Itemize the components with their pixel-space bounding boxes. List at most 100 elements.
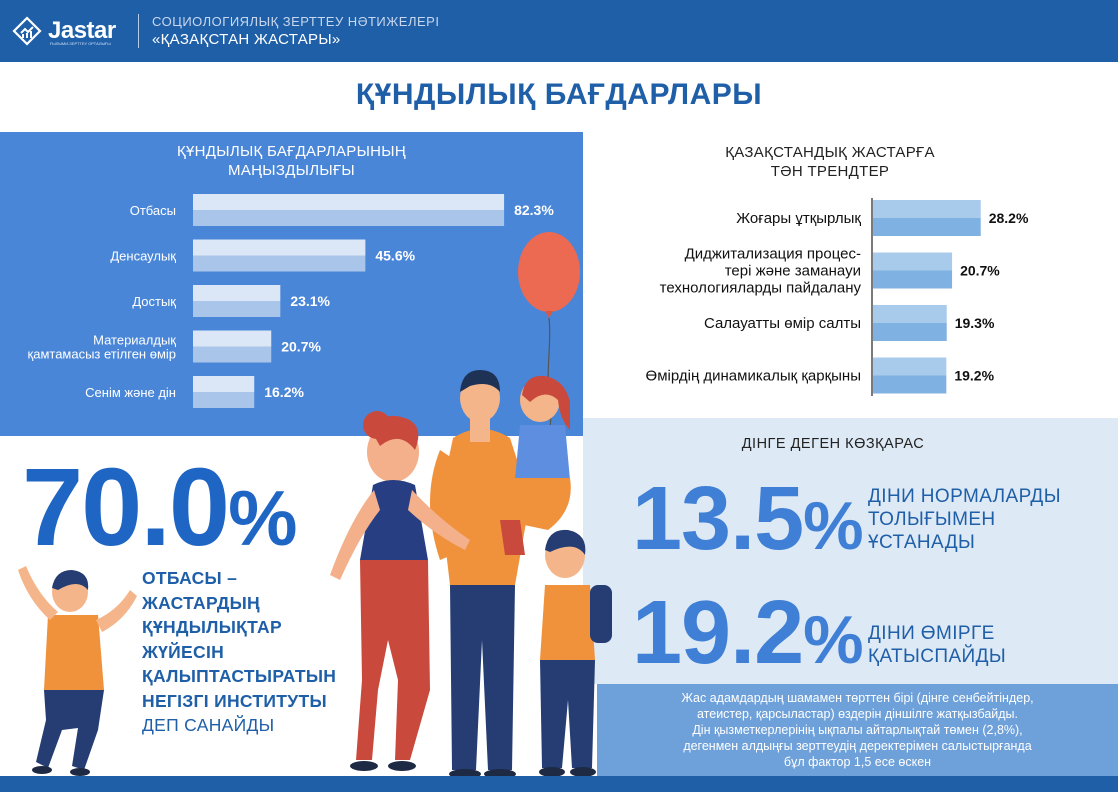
value-bar-label: 82.3% — [514, 202, 554, 218]
trend-bar-label: 19.3% — [955, 315, 995, 331]
value-bar-bottom — [193, 392, 255, 408]
header-subtitle: СОЦИОЛОГИЯЛЫҚ ЗЕРТТЕУ НӘТИЖЕЛЕРІ — [152, 14, 440, 29]
religion-stat2-label: ДІНИ ӨМІРГЕ ҚАТЫСПАЙДЫ — [868, 622, 1006, 668]
religion-stat1-label-line3: ҰСТАНАДЫ — [868, 532, 976, 553]
value-bar-label: 45.6% — [375, 248, 415, 264]
trend-category-label: Диджитализация процес- — [685, 246, 861, 263]
religion-stat1-value: 13.5% — [632, 474, 864, 571]
trend-category-label: технологияларды пайдалану — [660, 280, 862, 297]
religion-note-line2: атеистер, қарсыластар) өздерін діншілге … — [696, 707, 1018, 721]
trends-bar-chart: 28.2% Жоғары ұтқырлық 20.7% Диджитализация … — [646, 198, 1029, 396]
logo-text: Jastar — [48, 17, 116, 44]
religion-panel — [583, 418, 1118, 684]
religion-stat1-label-line2: ТОЛЫҒЫМЕН — [868, 509, 996, 530]
trend-category-label: Өмірдің динамикалық қарқыны — [646, 368, 861, 385]
values-panel-title-line2: МАҢЫЗДЫЛЫҒЫ — [228, 162, 355, 179]
mother-figure — [330, 411, 470, 771]
trends-panel-title: ҚАЗАҚСТАНДЫҚ ЖАСТАРҒА ТӘН ТРЕНДТЕР — [660, 143, 1000, 181]
value-bar-label: 16.2% — [264, 384, 304, 400]
trend-bar-1 — [873, 252, 953, 289]
values-bar-chart: 82.3% Отбасы 45.6% Денсаулық 23.1% Достық 20.7… — [28, 194, 554, 408]
religion-stat1-label: ДІНИ НОРМАЛАРДЫ ТОЛЫҒЫМЕН ҰСТАНАДЫ — [868, 485, 1061, 554]
value-category-label: Отбасы — [130, 203, 176, 218]
value-bar-top — [193, 194, 505, 210]
family-line3: ҚҰНДЫЛЫҚТАР — [142, 617, 282, 637]
value-bar-top — [193, 330, 272, 347]
value-category-label: Материалдық — [93, 333, 176, 348]
header-project-name: «ҚАЗАҚСТАН ЖАСТАРЫ» — [152, 31, 341, 48]
trend-bar-bottom — [873, 218, 981, 236]
values-panel-title: ҚҰНДЫЛЫҚ БАҒДАРЛАРЫНЫҢ МАҢЫЗДЫЛЫҒЫ — [0, 142, 583, 180]
trends-panel-title-line2: ТӘН ТРЕНДТЕР — [770, 163, 890, 180]
logo-subtext: ҒЫЛЫМИ-ЗЕРТТЕУ ОРТАЛЫҒЫ — [50, 41, 111, 46]
religion-stat2-label-line2: ҚАТЫСПАЙДЫ — [868, 646, 1007, 667]
trend-bar-label: 20.7% — [960, 263, 1000, 279]
religion-note-line1: Жас адамдардың шамамен төрттен бірі (дін… — [681, 691, 1034, 705]
value-bar-label: 20.7% — [281, 339, 321, 355]
family-stat-pct: % — [228, 474, 297, 562]
trend-bar-top — [873, 200, 981, 218]
religion-note-line4: дегенмен алдыңғы зерттеудің деректерімен… — [683, 739, 1032, 753]
trends-panel-title-line1: ҚАЗАҚСТАНДЫҚ ЖАСТАРҒА — [725, 144, 935, 161]
value-bar-top — [193, 239, 366, 256]
footer-bar — [0, 776, 1118, 792]
value-bar-0 — [193, 194, 505, 226]
family-statement: ОТБАСЫ – ЖАСТАРДЫҢ ҚҰНДЫЛЫҚТАР ЖҮЙЕСІН Қ… — [142, 566, 336, 738]
value-bar-bottom — [193, 346, 272, 363]
trend-bar-label: 28.2% — [989, 210, 1029, 226]
trend-bar-label: 19.2% — [954, 368, 994, 384]
religion-stat2-value: 19.2% — [632, 588, 864, 685]
religion-stat1-label-line1: ДІНИ НОРМАЛАРДЫ — [868, 486, 1061, 507]
value-bar-label: 23.1% — [290, 293, 330, 309]
header: Jastar ҒЫЛЫМИ-ЗЕРТТЕУ ОРТАЛЫҒЫ СОЦИОЛОГИ… — [0, 0, 1118, 62]
religion-stat1-pct: % — [803, 488, 863, 564]
header-divider — [138, 14, 139, 48]
trend-bar-2 — [873, 305, 947, 341]
trend-bar-0 — [873, 200, 981, 236]
value-category-label: қамтамасыз етілген өмір — [28, 347, 176, 362]
family-line2: ЖАСТАРДЫҢ — [142, 592, 260, 613]
family-line1: ОТБАСЫ – — [142, 568, 238, 588]
value-bar-top — [193, 285, 281, 301]
religion-stat2-pct: % — [803, 602, 863, 678]
family-line6: НЕГІЗГІ ИНСТИТУТЫ — [142, 690, 327, 711]
trend-category-label: Жоғары ұтқырлық — [736, 210, 861, 227]
family-stat-number: 70.0 — [22, 446, 230, 569]
trend-bar-bottom — [873, 375, 947, 394]
jastar-logo: Jastar ҒЫЛЫМИ-ЗЕРТТЕУ ОРТАЛЫҒЫ — [12, 16, 116, 46]
value-bar-3 — [193, 330, 272, 363]
value-bar-bottom — [193, 255, 366, 272]
value-bar-bottom — [193, 301, 281, 317]
trend-category-label: Салауатты өмір салты — [704, 315, 861, 332]
page-title: ҚҰНДЫЛЫҚ БАҒДАРЛАРЫ — [355, 78, 763, 111]
trend-bar-top — [873, 305, 947, 323]
trend-bar-top — [873, 357, 947, 376]
family-stat-value: 70.0% — [22, 446, 297, 578]
value-bar-top — [193, 376, 255, 392]
religion-stat2-label-line1: ДІНИ ӨМІРГЕ — [868, 623, 995, 644]
religion-stat2-number: 19.2 — [632, 583, 804, 683]
religion-note: Жас адамдардың шамамен төрттен бірі (дін… — [597, 684, 1118, 776]
religion-note-line3: Дін қызметкерлерінің ықпалы айтарлықтай … — [692, 723, 1023, 737]
religion-title: ДІНГЕ ДЕГЕН КӨЗҚАРАС — [741, 436, 925, 452]
trend-bar-bottom — [873, 270, 953, 289]
family-line4: ЖҮЙЕСІН — [142, 641, 225, 662]
jumping-child-figure — [18, 566, 137, 776]
value-bar-4 — [193, 376, 255, 408]
family-line7: ДЕП САНАЙДЫ — [142, 715, 275, 735]
values-panel-title-line1: ҚҰНДЫЛЫҚ БАҒДАРЛАРЫНЫҢ — [176, 143, 407, 160]
value-bar-bottom — [193, 210, 505, 226]
trend-category-label: тері және заманауи — [725, 263, 861, 280]
religion-note-line5: бұл фактор 1,5 есе өскен — [783, 755, 932, 769]
value-category-label: Достық — [132, 294, 176, 309]
trend-bar-bottom — [873, 323, 947, 341]
value-category-label: Денсаулық — [110, 249, 176, 264]
value-bar-1 — [193, 239, 366, 272]
family-line5: ҚАЛЫПТАСТЫРАТЫН — [142, 666, 337, 686]
trend-bar-top — [873, 252, 953, 271]
trend-bar-3 — [873, 357, 947, 394]
logo-mark-icon — [12, 16, 42, 46]
value-bar-2 — [193, 285, 281, 317]
value-category-label: Сенім және дін — [85, 385, 176, 400]
religion-stat1-number: 13.5 — [632, 469, 804, 569]
